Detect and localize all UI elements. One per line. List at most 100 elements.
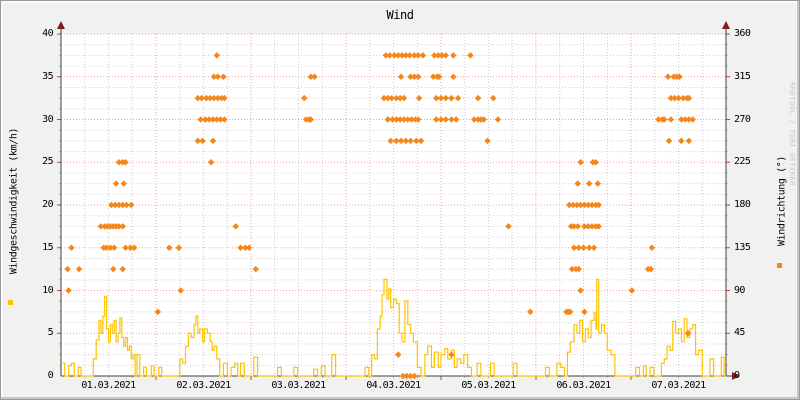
left-axis-tick-label: 15 <box>42 241 53 253</box>
wind-direction-point <box>594 180 601 187</box>
left-axis-tick-label: 20 <box>42 199 53 210</box>
wind-direction-point <box>671 94 678 102</box>
x-axis-date-label: 07.03.2021 <box>651 380 706 391</box>
wind-direction-point <box>684 330 692 337</box>
wind-direction-point <box>242 244 249 251</box>
chart-title: Wind <box>386 8 414 22</box>
wind-direction-point <box>209 137 217 145</box>
wind-direction-point <box>665 137 673 145</box>
wind-direction-point <box>206 116 213 123</box>
right-axis-tick-label: 45 <box>734 327 745 339</box>
x-axis-date-label: 06.03.2021 <box>556 380 611 391</box>
x-axis-date-label: 03.03.2021 <box>271 380 326 391</box>
right-axis-tick-label: 225 <box>734 156 751 168</box>
wind-direction-point <box>585 223 592 230</box>
wind-direction-point <box>415 94 423 102</box>
wind-direction-point <box>389 116 396 123</box>
wind-direction-point <box>437 94 445 102</box>
wind-direction-point <box>575 244 582 251</box>
wind-direction-point <box>685 116 693 123</box>
wind-direction-point <box>386 52 393 59</box>
wind-direction-point <box>655 116 662 123</box>
wind-direction-point <box>448 351 455 358</box>
wind-direction-point <box>396 94 404 102</box>
wind-direction-point <box>411 52 418 59</box>
wind-direction-point <box>435 73 443 80</box>
wind-direction-point <box>194 94 201 102</box>
wind-direction-point <box>689 116 696 123</box>
wind-direction-point <box>403 372 410 380</box>
wind-direction-point <box>307 73 315 80</box>
wind-direction-point <box>111 201 119 209</box>
wind-direction-point <box>586 244 593 251</box>
wind-direction-point <box>75 265 83 273</box>
wind-direction-point <box>574 223 581 230</box>
wind-direction-point <box>399 372 407 380</box>
wind-direction-point <box>68 244 75 251</box>
right-axis-tick-label: 315 <box>734 70 751 82</box>
wind-direction-point <box>115 159 123 166</box>
wind-direction-point <box>471 116 478 123</box>
wind-direction-point <box>407 137 414 145</box>
wind-direction-point <box>467 52 474 59</box>
wind-direction-point <box>395 351 402 358</box>
wind-direction-point <box>433 116 440 123</box>
wind-direction-point <box>580 244 587 251</box>
wind-direction-point <box>573 201 581 209</box>
wind-direction-point <box>128 201 135 209</box>
left-axis-tick-label: 0 <box>47 370 54 381</box>
wind-direction-point <box>177 287 184 294</box>
rrdtool-watermark: RRDTOOL / TOBI OETIKER <box>788 82 796 186</box>
wind-speed-line <box>61 278 726 377</box>
wind-direction-point <box>575 265 582 273</box>
wind-direction-point <box>442 52 449 59</box>
left-axis-arrow <box>57 21 65 29</box>
wind-direction-point <box>397 137 405 145</box>
wind-direction-point <box>577 201 584 209</box>
wind-direction-point <box>154 308 162 316</box>
wind-direction-point <box>237 244 244 251</box>
wind-direction-point <box>130 244 138 251</box>
wind-direction-point <box>217 116 224 123</box>
x-axis-date-label: 04.03.2021 <box>366 380 421 391</box>
wind-direction-point <box>213 116 220 123</box>
wind-direction-point <box>680 94 687 102</box>
wind-direction-point <box>413 137 420 145</box>
wind-direction-point <box>221 94 228 102</box>
wind-direction-point <box>484 137 491 145</box>
wind-direction-point <box>203 94 210 102</box>
wind-direction-point <box>431 52 438 59</box>
x-axis-arrow <box>732 372 740 380</box>
wind-direction-point <box>206 94 214 102</box>
x-axis-date-label: 01.03.2021 <box>81 380 136 391</box>
wind-direction-point <box>112 180 120 187</box>
wind-direction-point <box>588 223 596 230</box>
right-axis-tick-label: 0 <box>734 370 740 381</box>
wind-direction-point <box>454 94 462 102</box>
wind-direction-point <box>393 94 400 102</box>
wind-direction-point <box>119 265 126 273</box>
wind-direction-point <box>581 201 588 209</box>
wind-direction-point <box>387 137 394 145</box>
wind-direction-point <box>568 265 576 273</box>
wind-direction-point <box>120 180 127 187</box>
right-axis-tick-label: 270 <box>734 113 751 125</box>
wind-direction-point <box>393 116 400 123</box>
wind-direction-point <box>442 94 449 102</box>
wind-direction-point <box>647 265 655 273</box>
wind-direction-point <box>661 116 668 123</box>
wind-direction-point <box>199 137 206 145</box>
wind-direction-point <box>119 223 126 230</box>
left-axis-tick-label: 25 <box>42 156 53 168</box>
wind-direction-point <box>108 201 115 209</box>
wind-direction-point <box>448 116 455 123</box>
right-axis-tick-label: 180 <box>734 199 751 210</box>
wind-direction-point <box>667 116 675 123</box>
wind-direction-point <box>569 201 577 209</box>
wind-direction-point <box>395 52 402 59</box>
wind-direction-point <box>430 73 437 80</box>
wind-direction-point <box>574 180 581 187</box>
wind-direction-point <box>207 159 215 166</box>
wind-direction-point <box>505 223 512 230</box>
wind-direction-point <box>408 116 415 123</box>
